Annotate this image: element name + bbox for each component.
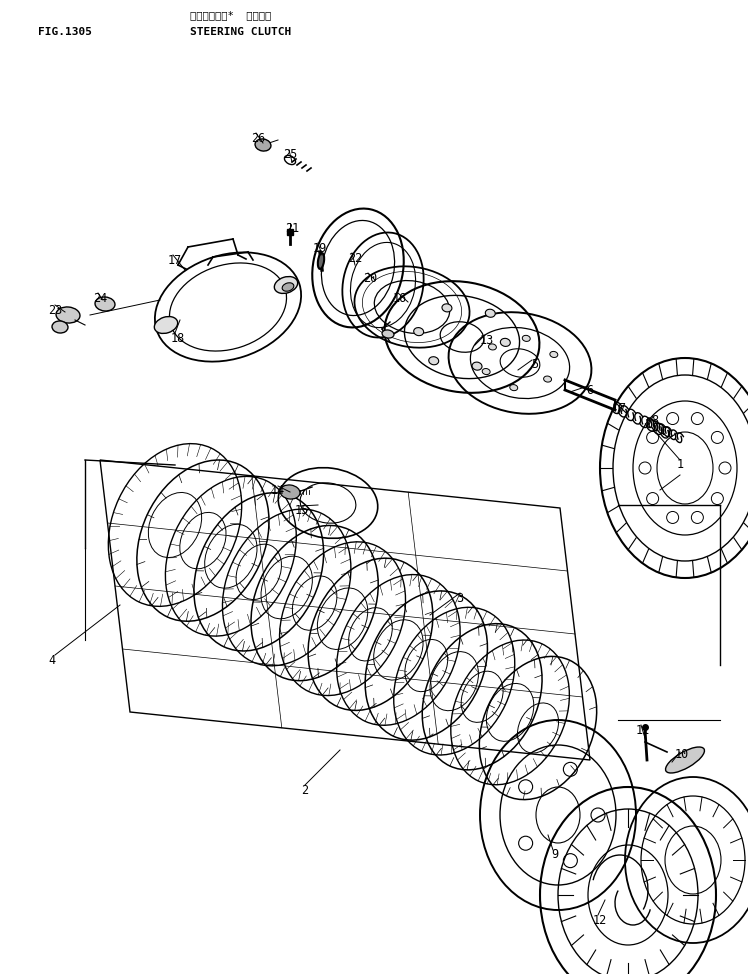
Ellipse shape [666,747,705,773]
Ellipse shape [485,309,495,318]
Ellipse shape [275,277,298,293]
Text: 1: 1 [676,459,684,471]
Ellipse shape [318,253,324,269]
Ellipse shape [95,297,115,311]
Ellipse shape [56,307,80,323]
Ellipse shape [382,330,394,338]
Ellipse shape [544,376,551,382]
Ellipse shape [154,317,178,333]
Ellipse shape [414,327,423,336]
Text: 11: 11 [636,724,650,736]
Ellipse shape [488,344,497,350]
Text: 15: 15 [295,504,309,516]
Text: 13: 13 [480,333,494,347]
Text: STEERING CLUTCH: STEERING CLUTCH [190,27,291,37]
Text: 18: 18 [171,331,185,345]
Text: 9: 9 [551,848,559,861]
Ellipse shape [282,282,294,291]
Text: 10: 10 [675,748,689,762]
Ellipse shape [255,139,271,151]
Text: 26: 26 [251,131,265,144]
Text: 19: 19 [313,242,327,254]
Text: FIG.1305: FIG.1305 [38,27,92,37]
Text: 22: 22 [348,251,362,265]
Ellipse shape [500,338,510,347]
Text: 8: 8 [652,414,658,427]
Text: 3: 3 [456,591,464,605]
Text: 24: 24 [93,291,107,305]
Text: 2: 2 [301,783,309,797]
Text: 16: 16 [393,291,407,305]
Text: 12: 12 [593,914,607,926]
Ellipse shape [442,304,452,312]
Text: 4: 4 [49,654,55,666]
Text: 6: 6 [586,384,594,396]
Text: 25: 25 [283,148,297,162]
Ellipse shape [510,385,518,391]
Ellipse shape [52,321,68,333]
Text: 17: 17 [168,253,182,267]
Text: ステアリング*  クラッチ: ステアリング* クラッチ [190,10,272,20]
Ellipse shape [550,352,558,357]
Text: 5: 5 [531,358,539,371]
Ellipse shape [280,485,300,499]
Text: 20: 20 [363,272,377,284]
Ellipse shape [472,362,482,370]
Ellipse shape [429,356,438,365]
Text: 23: 23 [48,304,62,317]
Text: 7: 7 [619,401,625,415]
Text: 14: 14 [271,483,285,497]
Ellipse shape [522,335,530,342]
Ellipse shape [482,368,490,375]
Text: 21: 21 [285,221,299,235]
